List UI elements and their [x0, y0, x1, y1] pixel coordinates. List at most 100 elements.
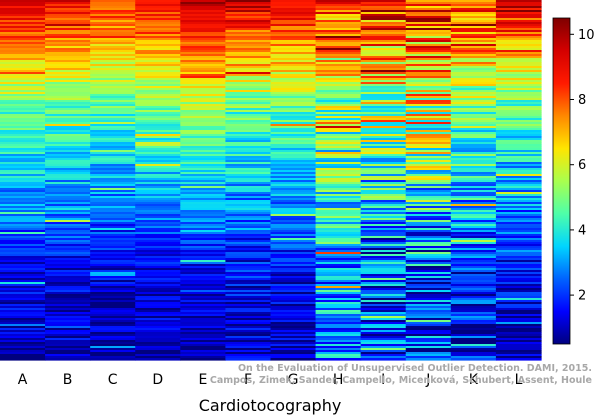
heatmap-cell [180, 38, 227, 41]
heatmap-cell [135, 40, 181, 43]
heatmap-cell [135, 176, 181, 179]
heatmap-cell [180, 36, 227, 39]
heatmap-cell [495, 154, 542, 157]
heatmap-cell [90, 298, 136, 301]
heatmap-cell [90, 260, 136, 263]
heatmap-cell [315, 302, 362, 305]
heatmap-cell [405, 160, 452, 163]
heatmap-cell [0, 182, 46, 185]
heatmap-cell [180, 300, 227, 303]
heatmap-cell [270, 62, 317, 65]
heatmap-cell [315, 48, 362, 51]
heatmap-cell [360, 342, 407, 345]
heatmap-cell [45, 10, 91, 13]
heatmap-cell [315, 198, 362, 201]
heatmap-cell [270, 252, 317, 255]
heatmap-cell [225, 244, 272, 247]
heatmap-cell [360, 352, 407, 355]
heatmap-cell [225, 140, 272, 143]
heatmap-column-D [135, 0, 181, 361]
heatmap-cell [270, 102, 317, 105]
heatmap-cell [405, 286, 452, 289]
heatmap-cell [90, 150, 136, 153]
heatmap-cell [270, 240, 317, 243]
heatmap-cell [45, 26, 91, 29]
heatmap-cell [270, 220, 317, 223]
heatmap-cell [180, 186, 227, 189]
heatmap-cell [135, 26, 181, 29]
heatmap-cell [270, 150, 317, 153]
heatmap-cell [270, 286, 317, 289]
heatmap-cell [495, 86, 542, 89]
heatmap-cell [90, 28, 136, 31]
heatmap-cell [315, 50, 362, 53]
heatmap-cell [180, 66, 227, 69]
heatmap-cell [450, 116, 497, 119]
heatmap-cell [315, 114, 362, 117]
heatmap-cell [405, 58, 452, 61]
heatmap-cell [405, 212, 452, 215]
heatmap-cell [0, 222, 46, 225]
heatmap-cell [495, 256, 542, 259]
heatmap-cell [315, 56, 362, 59]
heatmap-cell [180, 132, 227, 135]
heatmap-cell [45, 348, 91, 351]
heatmap-cell [270, 56, 317, 59]
column-label-C: C [108, 372, 118, 388]
column-label-E: E [198, 372, 207, 388]
heatmap-cell [225, 52, 272, 55]
heatmap-cell [180, 164, 227, 167]
heatmap-cell [495, 242, 542, 245]
heatmap-cell [495, 104, 542, 107]
heatmap-cell [450, 136, 497, 139]
heatmap-cell [180, 208, 227, 211]
heatmap-cell [270, 46, 317, 49]
heatmap-cell [405, 52, 452, 55]
heatmap-cell [405, 230, 452, 233]
heatmap-cell [495, 26, 542, 29]
heatmap-cell [135, 300, 181, 303]
heatmap-cell [225, 212, 272, 215]
heatmap-cell [135, 102, 181, 105]
heatmap-column-F [225, 0, 272, 361]
heatmap-cell [0, 10, 46, 13]
heatmap-cell [360, 0, 407, 3]
heatmap-cell [135, 72, 181, 75]
heatmap-cell [45, 108, 91, 111]
heatmap-cell [0, 90, 46, 93]
heatmap-cell [90, 268, 136, 271]
heatmap-cell [225, 352, 272, 355]
heatmap-cell [405, 48, 452, 51]
heatmap-cell [405, 102, 452, 105]
heatmap-cell [45, 52, 91, 55]
heatmap-cell [180, 176, 227, 179]
heatmap-cell [270, 212, 317, 215]
heatmap-cell [450, 348, 497, 351]
heatmap-cell [180, 334, 227, 337]
heatmap-cell [450, 190, 497, 193]
heatmap-cell [450, 324, 497, 327]
heatmap-cell [270, 292, 317, 295]
heatmap-cell [360, 278, 407, 281]
heatmap-cell [90, 242, 136, 245]
heatmap-cell [450, 176, 497, 179]
heatmap-cell [45, 202, 91, 205]
heatmap-cell [225, 64, 272, 67]
heatmap-cell [405, 348, 452, 351]
heatmap-cell [495, 10, 542, 13]
heatmap-cell [315, 140, 362, 143]
heatmap-cell [180, 170, 227, 173]
heatmap-cell [495, 288, 542, 291]
heatmap-cell [450, 26, 497, 29]
heatmap-cell [405, 264, 452, 267]
heatmap-cell [495, 38, 542, 41]
heatmap-cell [135, 296, 181, 299]
heatmap-cell [135, 130, 181, 133]
heatmap-cell [360, 34, 407, 37]
heatmap-cell [90, 318, 136, 321]
heatmap-cell [315, 164, 362, 167]
heatmap-cell [45, 158, 91, 161]
heatmap-cell [270, 296, 317, 299]
heatmap-cell [495, 354, 542, 357]
heatmap-cell [135, 206, 181, 209]
